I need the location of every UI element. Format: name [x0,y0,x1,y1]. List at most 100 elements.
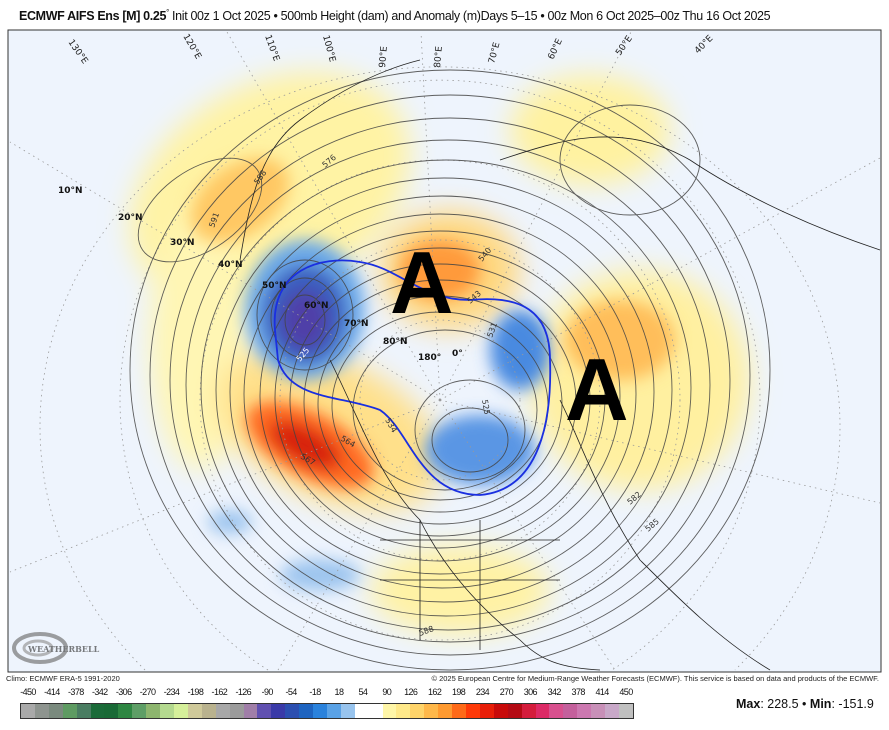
colorbar-tick-label: -162 [211,687,228,697]
colorbar-tick-label: 90 [382,687,392,697]
contour-label: 525 [480,399,492,416]
colorbar-swatch [34,704,49,718]
colorbar-swatch [160,704,174,718]
colorbar-tick-label: -342 [91,687,108,697]
colorbar-swatch [549,704,564,718]
colorbar-tick-label: 126 [404,687,418,697]
climo-credit: Climo: ECMWF ERA-5 1991-2020 [6,674,120,683]
colorbar-swatch [62,704,77,718]
map-frame [7,29,882,673]
colorbar-swatch [535,704,550,718]
colorbar-swatch [90,704,105,718]
colorbar-swatch [76,704,91,718]
colorbar-tick-label: 450 [619,687,633,697]
positive-anomaly-us [370,545,550,635]
colorbar-swatch [132,704,147,718]
lat-label: 70°N [344,319,369,329]
colorbar-swatch [479,704,494,718]
separator: • [540,9,545,24]
colorbar-swatch [299,704,314,718]
colorbar-tick-label: 342 [547,687,562,697]
colorbar-swatch [21,704,35,718]
colorbar-tick-label: 18 [334,687,344,697]
min-label: Min [809,697,832,711]
colorbar-tick-label: -90 [261,687,274,697]
lat-label: 30°N [170,238,195,248]
anomaly-shading [129,72,750,635]
init-time: Init 00z 1 Oct 2025 [172,9,271,24]
lon-label: 80°E [433,46,445,69]
colorbar-swatch [396,704,411,718]
colorbar-swatch [563,704,578,718]
separator: • [802,697,807,711]
colorbar-tick-label: -234 [163,687,180,697]
colorbar-swatch [577,704,592,718]
colorbar-swatch [521,704,536,718]
lat-label: 80°N [383,337,408,347]
colorbar-swatch [257,704,272,718]
colorbar-swatch [285,704,300,718]
colorbar-tick-label: 198 [451,687,466,697]
model-name: ECMWF AIFS Ens [M] 0.25 [19,9,167,24]
colorbar-tick-label: -126 [235,687,252,697]
colorbar-tick-label: 414 [595,687,609,697]
colorbar-swatch [410,704,425,718]
colorbar-tick-label: 270 [499,687,514,697]
max-value: 228.5 [767,697,799,711]
annotation-a-pacific: A [565,340,629,439]
map-title: ECMWF AIFS Ens [M] 0.25° Init 00z 1 Oct … [19,8,771,24]
colorbar-tick-label: 54 [358,687,368,697]
colorbar-tick-label: -414 [44,687,60,697]
colorbar-swatch [243,704,258,718]
height-contours [129,69,771,671]
colorbar-tick-label: -378 [68,687,84,697]
lat-label: 10°N [58,186,83,196]
valid-range: 00z Mon 6 Oct 2025–00z Thu 16 Oct 2025 [547,9,771,24]
colorbar-swatch [452,704,466,718]
colorbar-swatch [605,704,619,718]
min-value: -151.9 [838,697,874,711]
lat-label: 60°N [304,301,329,311]
graticule [9,31,881,671]
days-range: Days 5–15 [480,9,538,24]
field-name: 500mb Height (dam) and Anomaly (m) [280,9,481,24]
colorbar-swatch [215,704,230,718]
colorbar-swatch [354,704,369,718]
colorbar-swatch [118,704,133,718]
colorbar-swatch [187,704,202,718]
colorbar-swatch [146,704,161,718]
lat-label: 50°N [262,281,287,291]
colorbar-tick-label: -18 [309,687,321,697]
latitude-labels: 10°N 20°N 30°N 40°N 50°N 60°N 70°N 80°N … [58,186,463,363]
copyright-credit: © 2025 European Centre for Medium-Range … [431,674,879,683]
colorbar-tick-label: 162 [428,687,442,697]
colorbar-swatch [507,704,522,718]
positive-anomaly-siberia [510,75,670,185]
colorbar-swatch [313,704,327,718]
colorbar [20,703,634,719]
coastlines [239,59,881,671]
colorbar-tick-label: 378 [571,687,586,697]
colorbar-swatch [591,704,606,718]
degree-symbol: ° [166,8,169,17]
weatherbell-logo: WEATHERBELL [12,632,100,664]
colorbar-swatch [382,704,397,718]
max-label: Max [736,697,761,711]
meridian-label: 0° [452,349,463,359]
colorbar-swatch [201,704,216,718]
separator: • [273,9,278,24]
colorbar-swatch [104,704,119,718]
logo-text: WEATHERBELL [27,644,100,654]
colorbar-swatch [466,704,480,718]
colorbar-swatch [424,704,439,718]
colorbar-labels: -450 -414 -378 -342 -306 -270 -234 -198 -162 -126… [14,687,644,699]
colorbar-tick-label: -54 [285,687,298,697]
colorbar-swatch [173,704,188,718]
colorbar-swatch [229,704,244,718]
lat-label: 40°N [218,260,243,270]
colorbar-swatch [340,704,355,718]
colorbar-tick-label: -270 [139,687,156,697]
colorbar-tick-label: -306 [115,687,132,697]
annotation-a-arctic: A [390,233,454,332]
